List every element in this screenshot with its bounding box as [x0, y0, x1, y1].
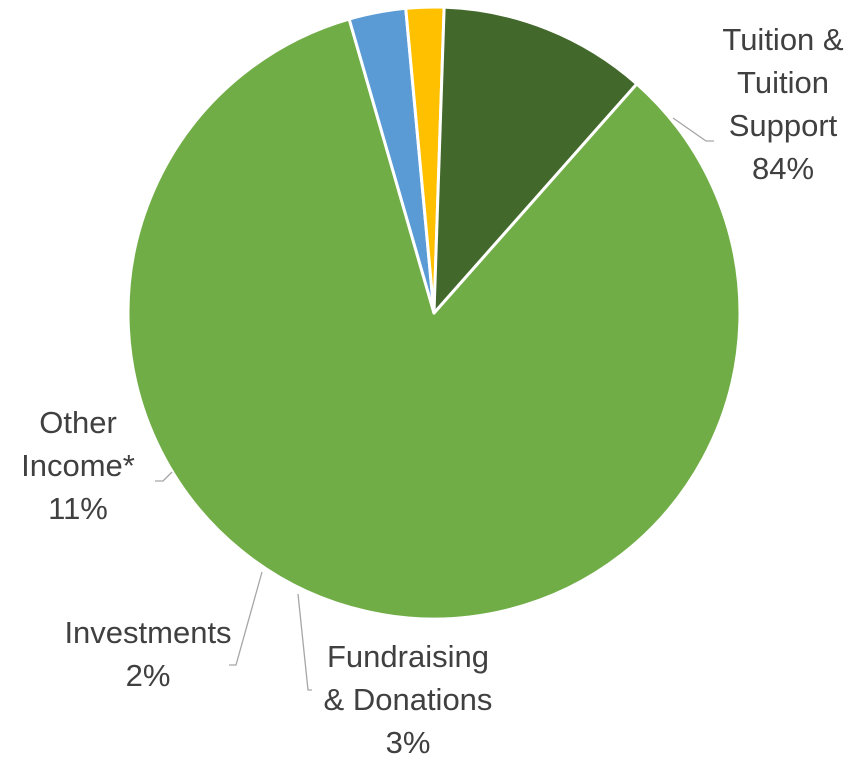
slice-label: Fundraising & Donations 3%: [324, 639, 493, 760]
slice-labels: Tuition & Tuition Support 84% Fundraising & D…: [21, 22, 844, 760]
slice-percent-label: 84%: [752, 151, 814, 186]
slice-name-label: Support: [729, 108, 838, 143]
pie-slice-tuition-tuition-support: [126, 17, 742, 621]
leader-line: [672, 117, 714, 142]
slice-label: Investments 2%: [64, 615, 231, 693]
pie-slices: [126, 5, 742, 621]
slice-percent-label: 11%: [48, 491, 108, 526]
slice-name-label: Investments: [64, 615, 231, 650]
leader-line: [229, 571, 263, 666]
slice-name-label: Fundraising: [327, 639, 489, 674]
slice-name-label: Other: [39, 405, 117, 440]
slice-label: Other Income* 11%: [21, 405, 135, 526]
leader-line: [297, 593, 312, 691]
slice-label: Tuition & Tuition Support 84%: [722, 22, 844, 186]
slice-name-label: & Donations: [324, 682, 493, 717]
slice-name-label: Tuition &: [722, 22, 844, 57]
leader-line: [155, 471, 173, 482]
slice-name-label: Income*: [21, 448, 135, 483]
slice-name-label: Tuition: [737, 65, 829, 100]
slice-percent-label: 2%: [126, 658, 171, 693]
leader-lines: [155, 117, 714, 691]
slice-percent-label: 3%: [386, 725, 431, 760]
pie-slice-other-income: [432, 5, 639, 315]
